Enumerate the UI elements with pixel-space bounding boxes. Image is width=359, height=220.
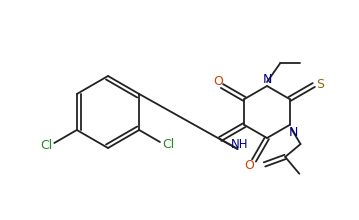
Text: O: O: [213, 75, 223, 88]
Text: Cl: Cl: [40, 139, 52, 152]
Text: NH: NH: [231, 138, 248, 150]
Text: N: N: [262, 73, 272, 86]
Text: O: O: [244, 159, 254, 172]
Text: N: N: [289, 125, 298, 139]
Text: Cl: Cl: [162, 138, 174, 150]
Text: S: S: [316, 77, 324, 90]
